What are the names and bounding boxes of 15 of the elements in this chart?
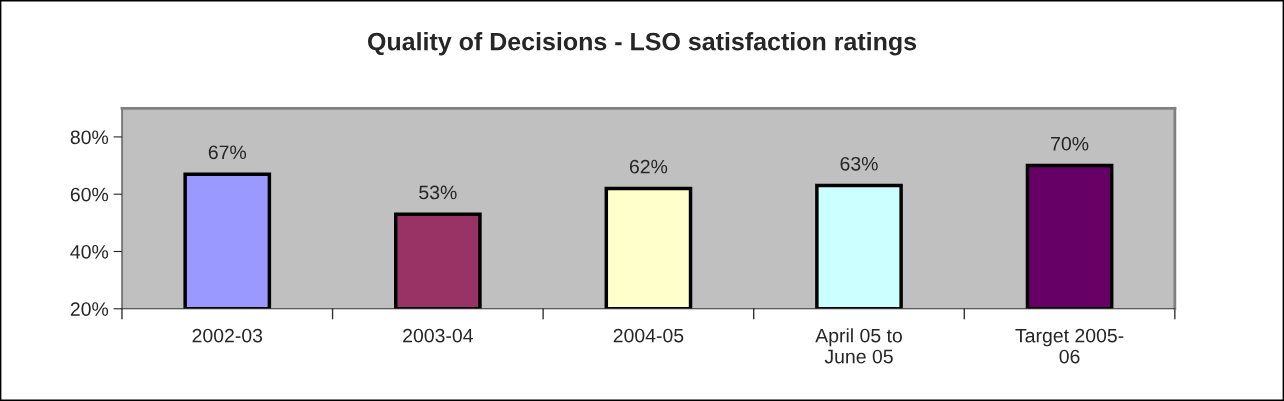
y-tick-label: 80%	[70, 130, 109, 145]
y-tick-label: 40%	[70, 244, 109, 259]
data-label: 63%	[840, 156, 878, 171]
y-tick-label: 60%	[70, 187, 109, 202]
x-tick-label: April 05 to June 05	[815, 328, 902, 364]
x-tick-label: Target 2005- 06	[1015, 328, 1124, 364]
data-label: 70%	[1051, 136, 1089, 151]
y-tick-label: 20%	[70, 302, 109, 317]
x-tick-label: 2002-03	[192, 328, 263, 343]
data-label: 62%	[629, 159, 668, 174]
x-tick-label: 2004-05	[613, 328, 684, 343]
chart-title: Quality of Decisions - LSO satisfaction ratings	[367, 32, 917, 56]
x-tick-label: 2003-04	[403, 328, 473, 343]
data-label: 67%	[208, 145, 247, 160]
data-label: 53%	[419, 185, 457, 200]
